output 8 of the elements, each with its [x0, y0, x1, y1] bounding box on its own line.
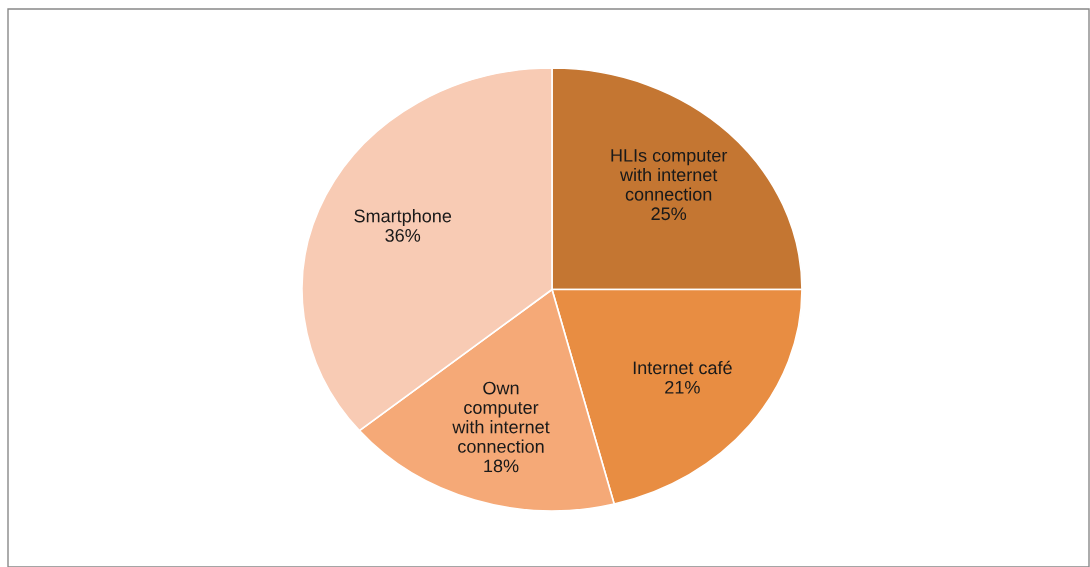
slice-label: Own computer with internet connection: [452, 381, 550, 453]
data-label: 18%: [484, 459, 519, 473]
data-label: 21%: [665, 380, 700, 394]
data-label: 25%: [651, 207, 687, 221]
data-label: 36%: [385, 229, 421, 242]
slice-label: HLIs computer with internet connection: [611, 149, 728, 201]
slice-label: Smartphone: [354, 209, 452, 226]
slice-label: Internet café: [633, 360, 732, 375]
